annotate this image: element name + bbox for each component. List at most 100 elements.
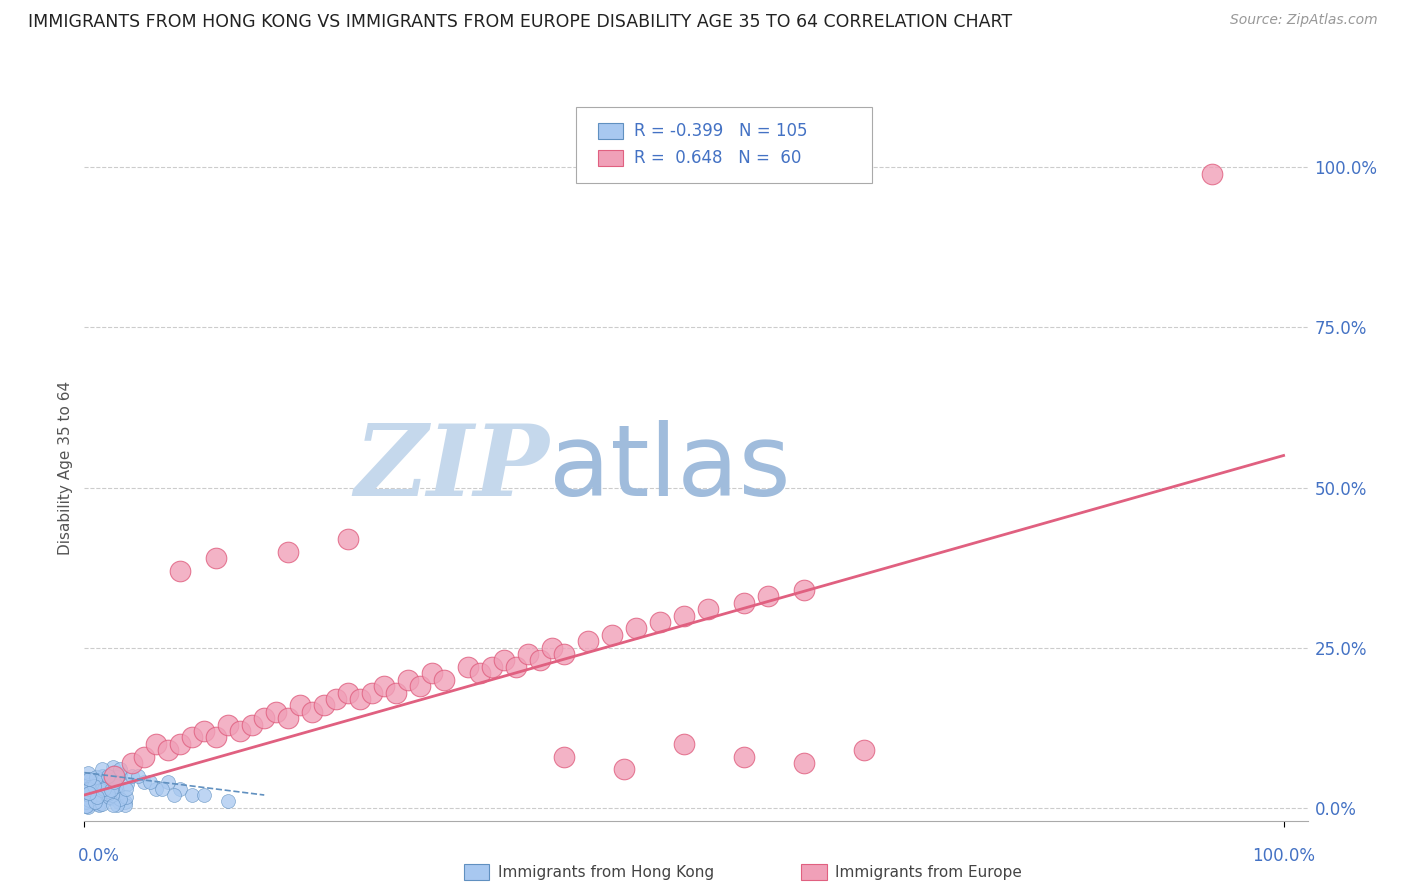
Point — [613, 763, 636, 777]
Point — [150, 781, 173, 796]
Point — [75, 798, 97, 813]
Point — [529, 653, 551, 667]
Point — [325, 692, 347, 706]
Point — [75, 772, 97, 787]
Point — [457, 660, 479, 674]
Point — [205, 731, 228, 745]
Point — [77, 800, 100, 814]
Point — [87, 792, 110, 806]
Point — [114, 795, 136, 809]
Point — [349, 692, 371, 706]
Point — [104, 780, 127, 794]
Point — [84, 770, 107, 784]
Point — [134, 775, 156, 789]
Point — [84, 789, 107, 803]
Point — [114, 790, 136, 805]
Point — [100, 783, 122, 797]
Point — [624, 622, 647, 636]
Point — [80, 773, 103, 788]
Point — [77, 772, 100, 786]
Point — [77, 783, 100, 797]
Point — [79, 793, 101, 807]
Point — [337, 685, 360, 699]
Point — [361, 685, 384, 699]
Point — [77, 788, 100, 802]
Point — [100, 781, 122, 796]
Point — [90, 783, 112, 797]
Point — [117, 777, 139, 791]
Point — [86, 797, 108, 811]
Point — [121, 756, 143, 770]
Point — [100, 781, 122, 796]
Point — [217, 794, 239, 808]
Point — [169, 737, 191, 751]
Point — [91, 772, 114, 787]
Point — [852, 743, 875, 757]
Point — [77, 766, 100, 780]
Point — [75, 781, 97, 796]
Point — [86, 789, 108, 804]
Point — [672, 608, 695, 623]
Point — [481, 660, 503, 674]
Point — [433, 673, 456, 687]
Point — [100, 780, 122, 795]
Point — [217, 717, 239, 731]
Text: 0.0%: 0.0% — [79, 847, 121, 865]
Text: Source: ZipAtlas.com: Source: ZipAtlas.com — [1230, 13, 1378, 28]
Point — [93, 772, 115, 787]
Point — [79, 773, 101, 788]
Text: IMMIGRANTS FROM HONG KONG VS IMMIGRANTS FROM EUROPE DISABILITY AGE 35 TO 64 CORR: IMMIGRANTS FROM HONG KONG VS IMMIGRANTS … — [28, 13, 1012, 31]
Point — [301, 705, 323, 719]
Point — [163, 788, 186, 802]
Point — [75, 787, 97, 801]
Point — [373, 679, 395, 693]
Point — [77, 777, 100, 791]
Point — [77, 781, 100, 796]
Point — [253, 711, 276, 725]
Point — [105, 770, 128, 784]
Text: atlas: atlas — [550, 420, 790, 516]
Text: 100.0%: 100.0% — [1253, 847, 1315, 865]
Point — [264, 705, 287, 719]
Point — [76, 778, 98, 792]
Point — [98, 783, 121, 797]
Point — [97, 769, 120, 783]
Point — [793, 582, 815, 597]
Point — [157, 743, 180, 757]
Point — [110, 763, 132, 777]
Point — [181, 731, 204, 745]
Point — [108, 792, 131, 806]
Point — [83, 775, 105, 789]
Point — [87, 777, 110, 791]
Text: R =  0.648   N =  60: R = 0.648 N = 60 — [634, 149, 801, 167]
Point — [420, 666, 443, 681]
Point — [107, 795, 129, 809]
Point — [93, 789, 115, 803]
Point — [76, 799, 98, 814]
Point — [553, 647, 575, 661]
Point — [181, 788, 204, 802]
Point — [385, 685, 408, 699]
Point — [77, 786, 100, 800]
Point — [121, 769, 143, 783]
Point — [96, 788, 118, 802]
Point — [97, 783, 120, 797]
Point — [114, 797, 136, 812]
Point — [83, 797, 105, 811]
Point — [83, 780, 105, 794]
Point — [75, 785, 97, 799]
Point — [80, 792, 103, 806]
Point — [277, 711, 299, 725]
Point — [86, 780, 108, 795]
Point — [86, 782, 108, 797]
Point — [97, 787, 120, 801]
Point — [77, 782, 100, 797]
Point — [697, 602, 720, 616]
Point — [756, 590, 779, 604]
Point — [75, 794, 97, 808]
Point — [145, 737, 167, 751]
Point — [157, 775, 180, 789]
Point — [93, 780, 115, 794]
Point — [82, 788, 104, 802]
Point — [103, 769, 125, 783]
